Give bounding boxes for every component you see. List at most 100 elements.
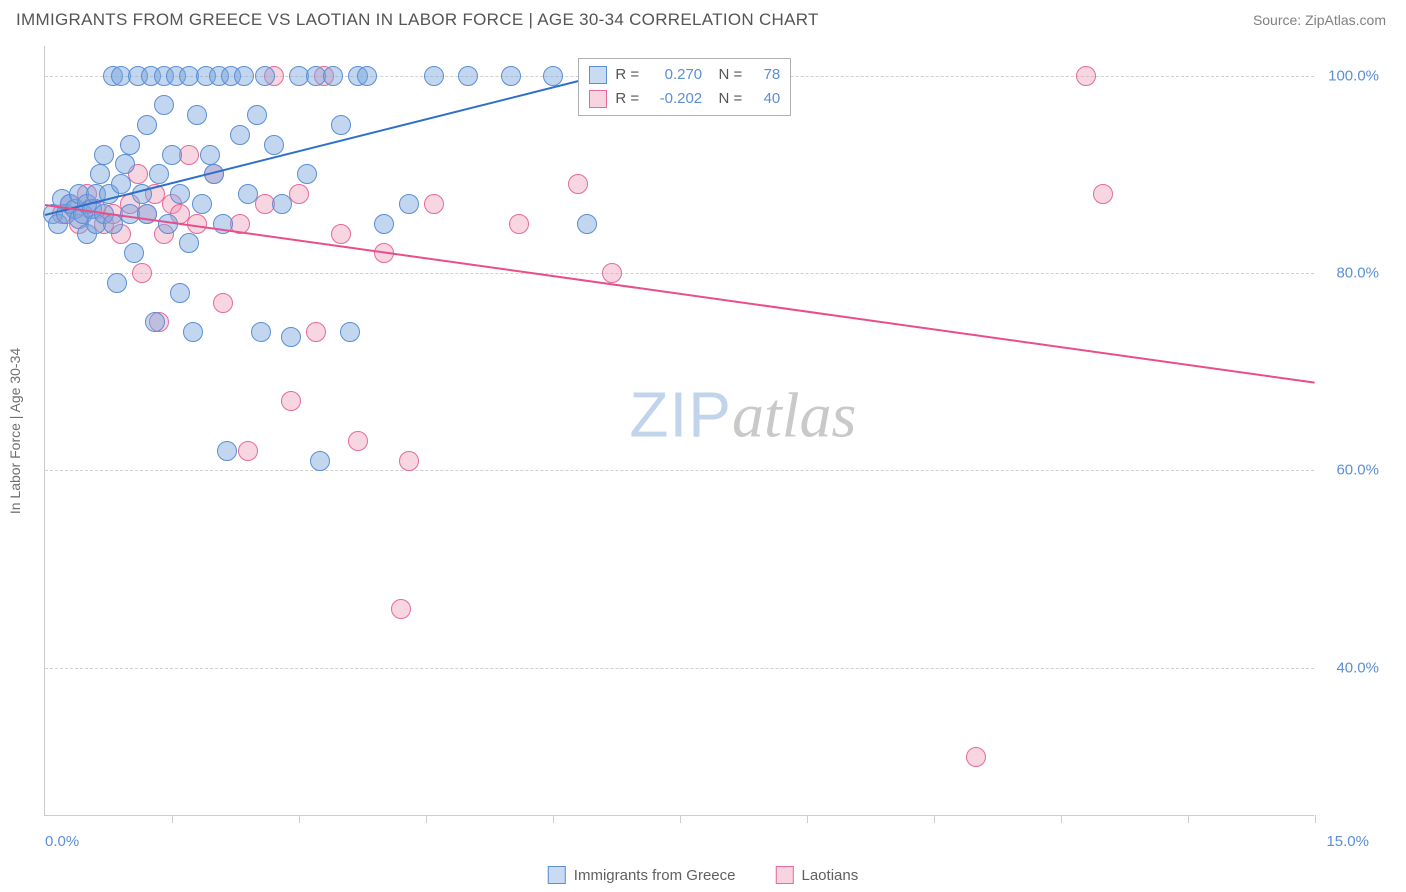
- data-point-laotian: [568, 174, 588, 194]
- data-point-greece: [107, 273, 127, 293]
- data-point-laotian: [213, 293, 233, 313]
- data-point-greece: [217, 441, 237, 461]
- legend-label-greece: Immigrants from Greece: [574, 867, 736, 884]
- data-point-greece: [323, 66, 343, 86]
- stats-row-greece: R = 0.270 N = 78: [589, 63, 780, 87]
- data-point-laotian: [966, 747, 986, 767]
- chart-container: In Labor Force | Age 30-34 0.0% 15.0% ZI…: [44, 46, 1384, 816]
- x-tick: [1315, 815, 1316, 823]
- data-point-greece: [251, 322, 271, 342]
- source-attribution: Source: ZipAtlas.com: [1253, 12, 1386, 28]
- x-axis-max-label: 15.0%: [1326, 833, 1369, 850]
- data-point-greece: [90, 164, 110, 184]
- data-point-greece: [162, 145, 182, 165]
- legend-item-laotian: Laotians: [776, 866, 859, 884]
- x-tick: [1061, 815, 1062, 823]
- data-point-greece: [183, 322, 203, 342]
- data-point-greece: [230, 125, 250, 145]
- data-point-laotian: [238, 441, 258, 461]
- data-point-laotian: [391, 599, 411, 619]
- x-tick: [553, 815, 554, 823]
- data-point-greece: [340, 322, 360, 342]
- data-point-laotian: [306, 322, 326, 342]
- data-point-laotian: [1076, 66, 1096, 86]
- data-point-greece: [238, 184, 258, 204]
- data-point-laotian: [348, 431, 368, 451]
- y-tick-label: 100.0%: [1328, 67, 1379, 84]
- legend-item-greece: Immigrants from Greece: [548, 866, 736, 884]
- stats-r-label: R =: [615, 87, 639, 111]
- data-point-greece: [111, 174, 131, 194]
- data-point-greece: [94, 145, 114, 165]
- y-tick-label: 40.0%: [1336, 659, 1379, 676]
- legend-swatch-greece: [548, 866, 566, 884]
- stats-r-value-laotian: -0.202: [647, 87, 702, 111]
- data-point-greece: [577, 214, 597, 234]
- data-point-greece: [149, 164, 169, 184]
- data-point-laotian: [331, 224, 351, 244]
- stats-n-value-laotian: 40: [750, 87, 780, 111]
- data-point-greece: [137, 115, 157, 135]
- data-point-greece: [374, 214, 394, 234]
- data-point-laotian: [281, 391, 301, 411]
- data-point-greece: [145, 312, 165, 332]
- stats-r-label: R =: [615, 63, 639, 87]
- data-point-greece: [124, 243, 144, 263]
- x-tick: [680, 815, 681, 823]
- data-point-greece: [331, 115, 351, 135]
- x-tick: [934, 815, 935, 823]
- chart-title: IMMIGRANTS FROM GREECE VS LAOTIAN IN LAB…: [16, 10, 819, 30]
- data-point-greece: [424, 66, 444, 86]
- data-point-greece: [255, 66, 275, 86]
- plot-area: In Labor Force | Age 30-34 0.0% 15.0% ZI…: [44, 46, 1314, 816]
- data-point-laotian: [424, 194, 444, 214]
- data-point-greece: [543, 66, 563, 86]
- stats-swatch-laotian: [589, 90, 607, 108]
- gridline-h: [45, 273, 1314, 274]
- y-tick-label: 60.0%: [1336, 462, 1379, 479]
- bottom-legend: Immigrants from Greece Laotians: [548, 866, 858, 884]
- data-point-greece: [120, 135, 140, 155]
- data-point-greece: [115, 154, 135, 174]
- data-point-greece: [281, 327, 301, 347]
- data-point-greece: [272, 194, 292, 214]
- data-point-greece: [179, 233, 199, 253]
- correlation-stats-box: R = 0.270 N = 78 R = -0.202 N = 40: [578, 58, 791, 116]
- gridline-h: [45, 668, 1314, 669]
- x-tick: [1188, 815, 1189, 823]
- data-point-greece: [399, 194, 419, 214]
- data-point-greece: [310, 451, 330, 471]
- gridline-h: [45, 470, 1314, 471]
- x-tick: [172, 815, 173, 823]
- data-point-laotian: [132, 263, 152, 283]
- data-point-laotian: [289, 184, 309, 204]
- data-point-greece: [192, 194, 212, 214]
- legend-swatch-laotian: [776, 866, 794, 884]
- data-point-greece: [297, 164, 317, 184]
- stats-swatch-greece: [589, 66, 607, 84]
- data-point-laotian: [1093, 184, 1113, 204]
- stats-n-value-greece: 78: [750, 63, 780, 87]
- data-point-greece: [357, 66, 377, 86]
- stats-r-value-greece: 0.270: [647, 63, 702, 87]
- x-tick: [426, 815, 427, 823]
- stats-n-label: N =: [710, 87, 742, 111]
- x-tick: [299, 815, 300, 823]
- data-point-laotian: [509, 214, 529, 234]
- data-point-greece: [501, 66, 521, 86]
- trend-line-laotian: [45, 204, 1315, 384]
- stats-row-laotian: R = -0.202 N = 40: [589, 87, 780, 111]
- data-point-greece: [187, 105, 207, 125]
- y-tick-label: 80.0%: [1336, 265, 1379, 282]
- data-point-laotian: [602, 263, 622, 283]
- data-point-greece: [234, 66, 254, 86]
- stats-n-label: N =: [710, 63, 742, 87]
- data-point-greece: [200, 145, 220, 165]
- data-point-greece: [154, 95, 174, 115]
- data-point-greece: [264, 135, 284, 155]
- data-point-greece: [170, 283, 190, 303]
- data-point-greece: [170, 184, 190, 204]
- watermark: ZIPatlas: [629, 378, 856, 453]
- data-point-greece: [247, 105, 267, 125]
- x-axis-min-label: 0.0%: [45, 833, 79, 850]
